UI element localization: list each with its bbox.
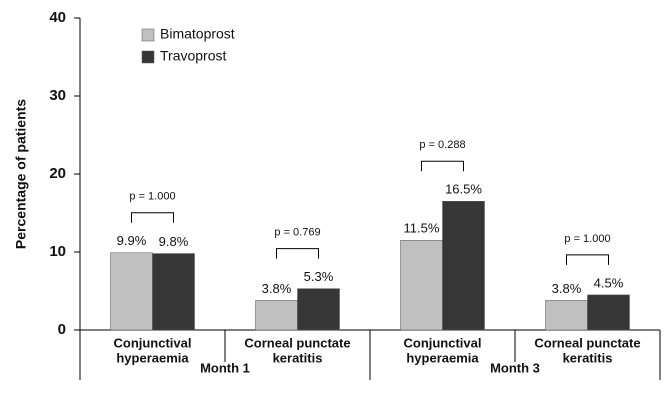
significance-bracket xyxy=(421,160,464,172)
x-tick-label: Corneal punctate xyxy=(534,335,640,350)
x-tick-label: Conjunctival xyxy=(403,335,481,350)
value-label: 9.9% xyxy=(117,233,147,248)
legend-swatch xyxy=(141,28,155,42)
y-axis-label: Percentage of patients xyxy=(13,99,29,249)
bar xyxy=(587,294,630,331)
bar xyxy=(442,201,485,331)
x-tick-label: hyperaemia xyxy=(116,350,189,365)
value-label: 9.8% xyxy=(159,234,189,249)
value-label: 4.5% xyxy=(594,275,624,290)
p-value: p = 1.000 xyxy=(129,191,175,203)
p-value: p = 0.769 xyxy=(274,227,320,239)
x-tick-label: hyperaemia xyxy=(406,350,479,365)
value-label: 3.8% xyxy=(262,281,292,296)
bar xyxy=(110,252,153,331)
group-label: Month 1 xyxy=(200,360,250,375)
significance-bracket xyxy=(566,254,609,265)
group-label: Month 3 xyxy=(490,360,540,375)
legend-swatch xyxy=(141,50,155,64)
legend-label: Bimatoprost xyxy=(160,26,235,42)
y-tick-label: 30 xyxy=(49,87,66,104)
significance-bracket xyxy=(131,212,174,223)
value-label: 11.5% xyxy=(404,221,440,236)
bar xyxy=(545,300,588,331)
y-tick-label: 20 xyxy=(49,165,66,182)
p-value: p = 1.000 xyxy=(564,233,610,245)
y-tick-label: 0 xyxy=(58,321,66,338)
bar xyxy=(400,240,443,331)
significance-bracket xyxy=(276,248,319,259)
value-label: 3.8% xyxy=(552,281,582,296)
bar xyxy=(255,300,298,331)
bar xyxy=(297,288,340,331)
x-tick-label: keratitis xyxy=(273,350,323,365)
y-tick-label: 10 xyxy=(49,243,66,260)
value-label: 5.3% xyxy=(304,269,334,284)
y-tick-label: 40 xyxy=(49,9,66,26)
bar xyxy=(152,253,195,331)
value-label: 16.5% xyxy=(445,182,482,197)
x-tick-label: Corneal punctate xyxy=(244,335,350,350)
legend-label: Travoprost xyxy=(160,48,227,64)
p-value: p = 0.288 xyxy=(419,139,465,151)
x-tick-label: Conjunctival xyxy=(113,335,191,350)
x-tick-label: keratitis xyxy=(563,350,613,365)
